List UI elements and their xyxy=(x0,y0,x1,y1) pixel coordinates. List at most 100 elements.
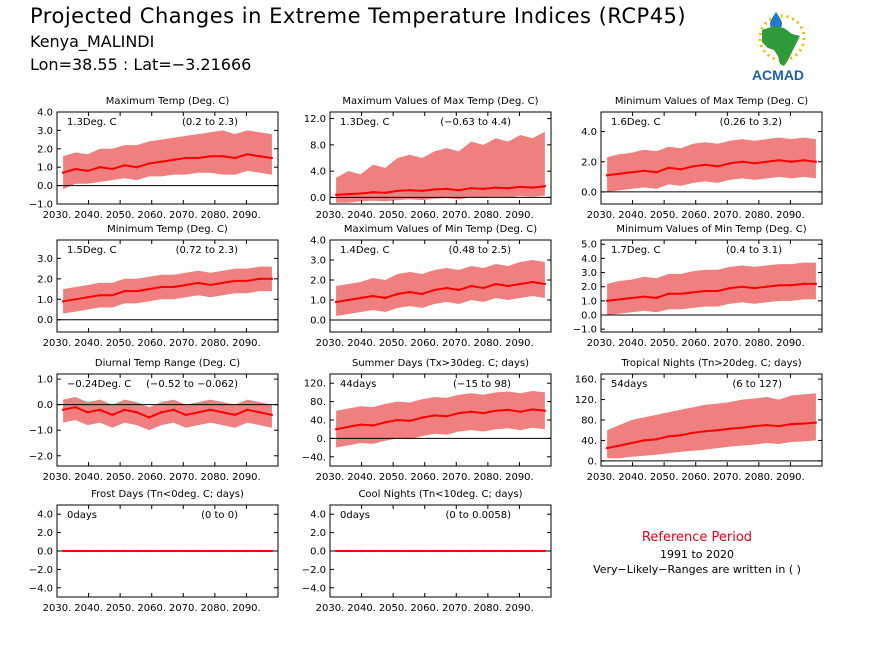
data-point xyxy=(691,431,695,434)
likely-range-band xyxy=(63,266,272,314)
x-tick-label: 2080. xyxy=(474,210,503,221)
likely-range-label: (0 to 0) xyxy=(201,510,238,521)
summary-value: 54days xyxy=(611,379,647,390)
x-tick-label: 2070. xyxy=(713,210,742,221)
data-point xyxy=(679,434,683,437)
data-point xyxy=(691,165,695,168)
data-point xyxy=(433,188,436,191)
data-point xyxy=(740,426,744,429)
x-tick-label: 2050. xyxy=(106,210,135,221)
x-tick-label: 2030. xyxy=(316,338,345,349)
acmad-logo: ACMAD xyxy=(752,12,806,83)
y-tick-label: 0.0 xyxy=(37,400,53,411)
x-tick-label: 2040. xyxy=(74,338,103,349)
data-point xyxy=(371,190,375,194)
data-point xyxy=(396,549,399,553)
chart-panel: Maximum Temp (Deg. C) −1.0 0.0 1.0 2.0 3.0 4.0… xyxy=(29,96,279,221)
series-line xyxy=(335,280,546,303)
x-tick-label: 2040. xyxy=(618,338,647,349)
data-point xyxy=(433,288,436,292)
chart-title: Cool Nights (Tn<10deg. C; days) xyxy=(358,489,522,500)
data-point xyxy=(667,166,670,170)
data-point xyxy=(802,159,805,162)
data-point xyxy=(777,159,781,162)
data-point xyxy=(61,408,65,411)
y-tick-label: 80. xyxy=(581,416,597,427)
data-point xyxy=(506,284,510,288)
data-point xyxy=(740,285,744,288)
data-point xyxy=(196,549,200,553)
data-point xyxy=(371,294,375,298)
chart-title: Tropical Nights (Tn>20deg. C; days) xyxy=(620,358,801,369)
chart-panel: Diurnal Temp Range (Deg. C) −2.0 −1.0 0.0 1.… xyxy=(29,358,279,483)
x-tick-label: 2090. xyxy=(505,472,534,483)
x-tick-label: 2050. xyxy=(650,338,679,349)
data-point xyxy=(642,169,646,173)
data-point xyxy=(258,154,261,158)
data-point xyxy=(655,171,658,174)
data-point xyxy=(531,549,534,553)
y-tick-label: 4.0 xyxy=(581,254,597,265)
x-tick-label: 2060. xyxy=(410,603,439,614)
data-point xyxy=(98,408,102,411)
likely-range-band xyxy=(63,397,272,431)
y-tick-label: 3.0 xyxy=(37,254,53,265)
plot-frame xyxy=(329,111,552,205)
x-tick-label: 2030. xyxy=(316,603,345,614)
x-tick-label: 2070. xyxy=(442,603,471,614)
chart-panel: Cool Nights (Tn<10deg. C; days) −4.0 −2.0 0… xyxy=(302,489,552,614)
data-point xyxy=(802,282,805,286)
x-tick-label: 2060. xyxy=(681,338,710,349)
data-point xyxy=(334,549,338,553)
data-point xyxy=(408,290,412,294)
data-point xyxy=(469,284,473,288)
x-tick-label: 2090. xyxy=(232,603,261,614)
data-point xyxy=(543,185,547,188)
chart-title: Maximum Values of Min Temp (Deg. C) xyxy=(344,224,537,235)
data-point xyxy=(384,296,387,300)
likely-range-band xyxy=(336,391,545,448)
x-tick-label: 2030. xyxy=(316,472,345,483)
x-tick-label: 2080. xyxy=(745,338,774,349)
x-tick-label: 2040. xyxy=(618,472,647,483)
series-line xyxy=(62,153,273,174)
x-tick-label: 2070. xyxy=(442,210,471,221)
data-point xyxy=(221,281,224,285)
likely-range-label: (−0.52 to −0.062) xyxy=(146,379,238,390)
likely-range-label: (0.72 to 2.3) xyxy=(176,245,238,256)
data-point xyxy=(506,408,510,412)
data-point xyxy=(543,409,547,412)
series-line xyxy=(62,277,272,303)
x-tick-label: 2030. xyxy=(43,603,72,614)
plot-frame xyxy=(600,239,823,333)
reference-years: 1991 to 2020 xyxy=(659,548,735,561)
data-point xyxy=(270,413,274,417)
y-tick-label: 1.0 xyxy=(37,375,53,386)
summary-value: 1.4Deg. C xyxy=(340,245,389,256)
data-point xyxy=(371,549,375,553)
data-point xyxy=(445,549,448,553)
data-point xyxy=(765,423,768,427)
summary-value: 1.3Deg. C xyxy=(67,117,116,128)
data-point xyxy=(209,154,212,158)
chart-title: Diurnal Temp Range (Deg. C) xyxy=(95,358,240,369)
data-point xyxy=(630,296,633,300)
data-point xyxy=(221,549,224,553)
data-point xyxy=(618,444,621,447)
y-tick-label: 160. xyxy=(575,375,597,386)
data-point xyxy=(482,286,485,290)
data-point xyxy=(270,549,274,553)
data-point xyxy=(790,284,793,287)
data-point xyxy=(716,429,719,432)
x-tick-label: 2080. xyxy=(201,210,230,221)
data-point xyxy=(160,549,163,553)
summary-value: 0days xyxy=(340,510,370,521)
data-point xyxy=(802,422,805,425)
y-tick-label: 4.0 xyxy=(581,127,597,138)
y-tick-label: 0.0 xyxy=(37,547,53,558)
data-point xyxy=(728,162,732,165)
data-point xyxy=(408,419,412,423)
x-tick-label: 2070. xyxy=(713,472,742,483)
data-point xyxy=(814,421,818,424)
